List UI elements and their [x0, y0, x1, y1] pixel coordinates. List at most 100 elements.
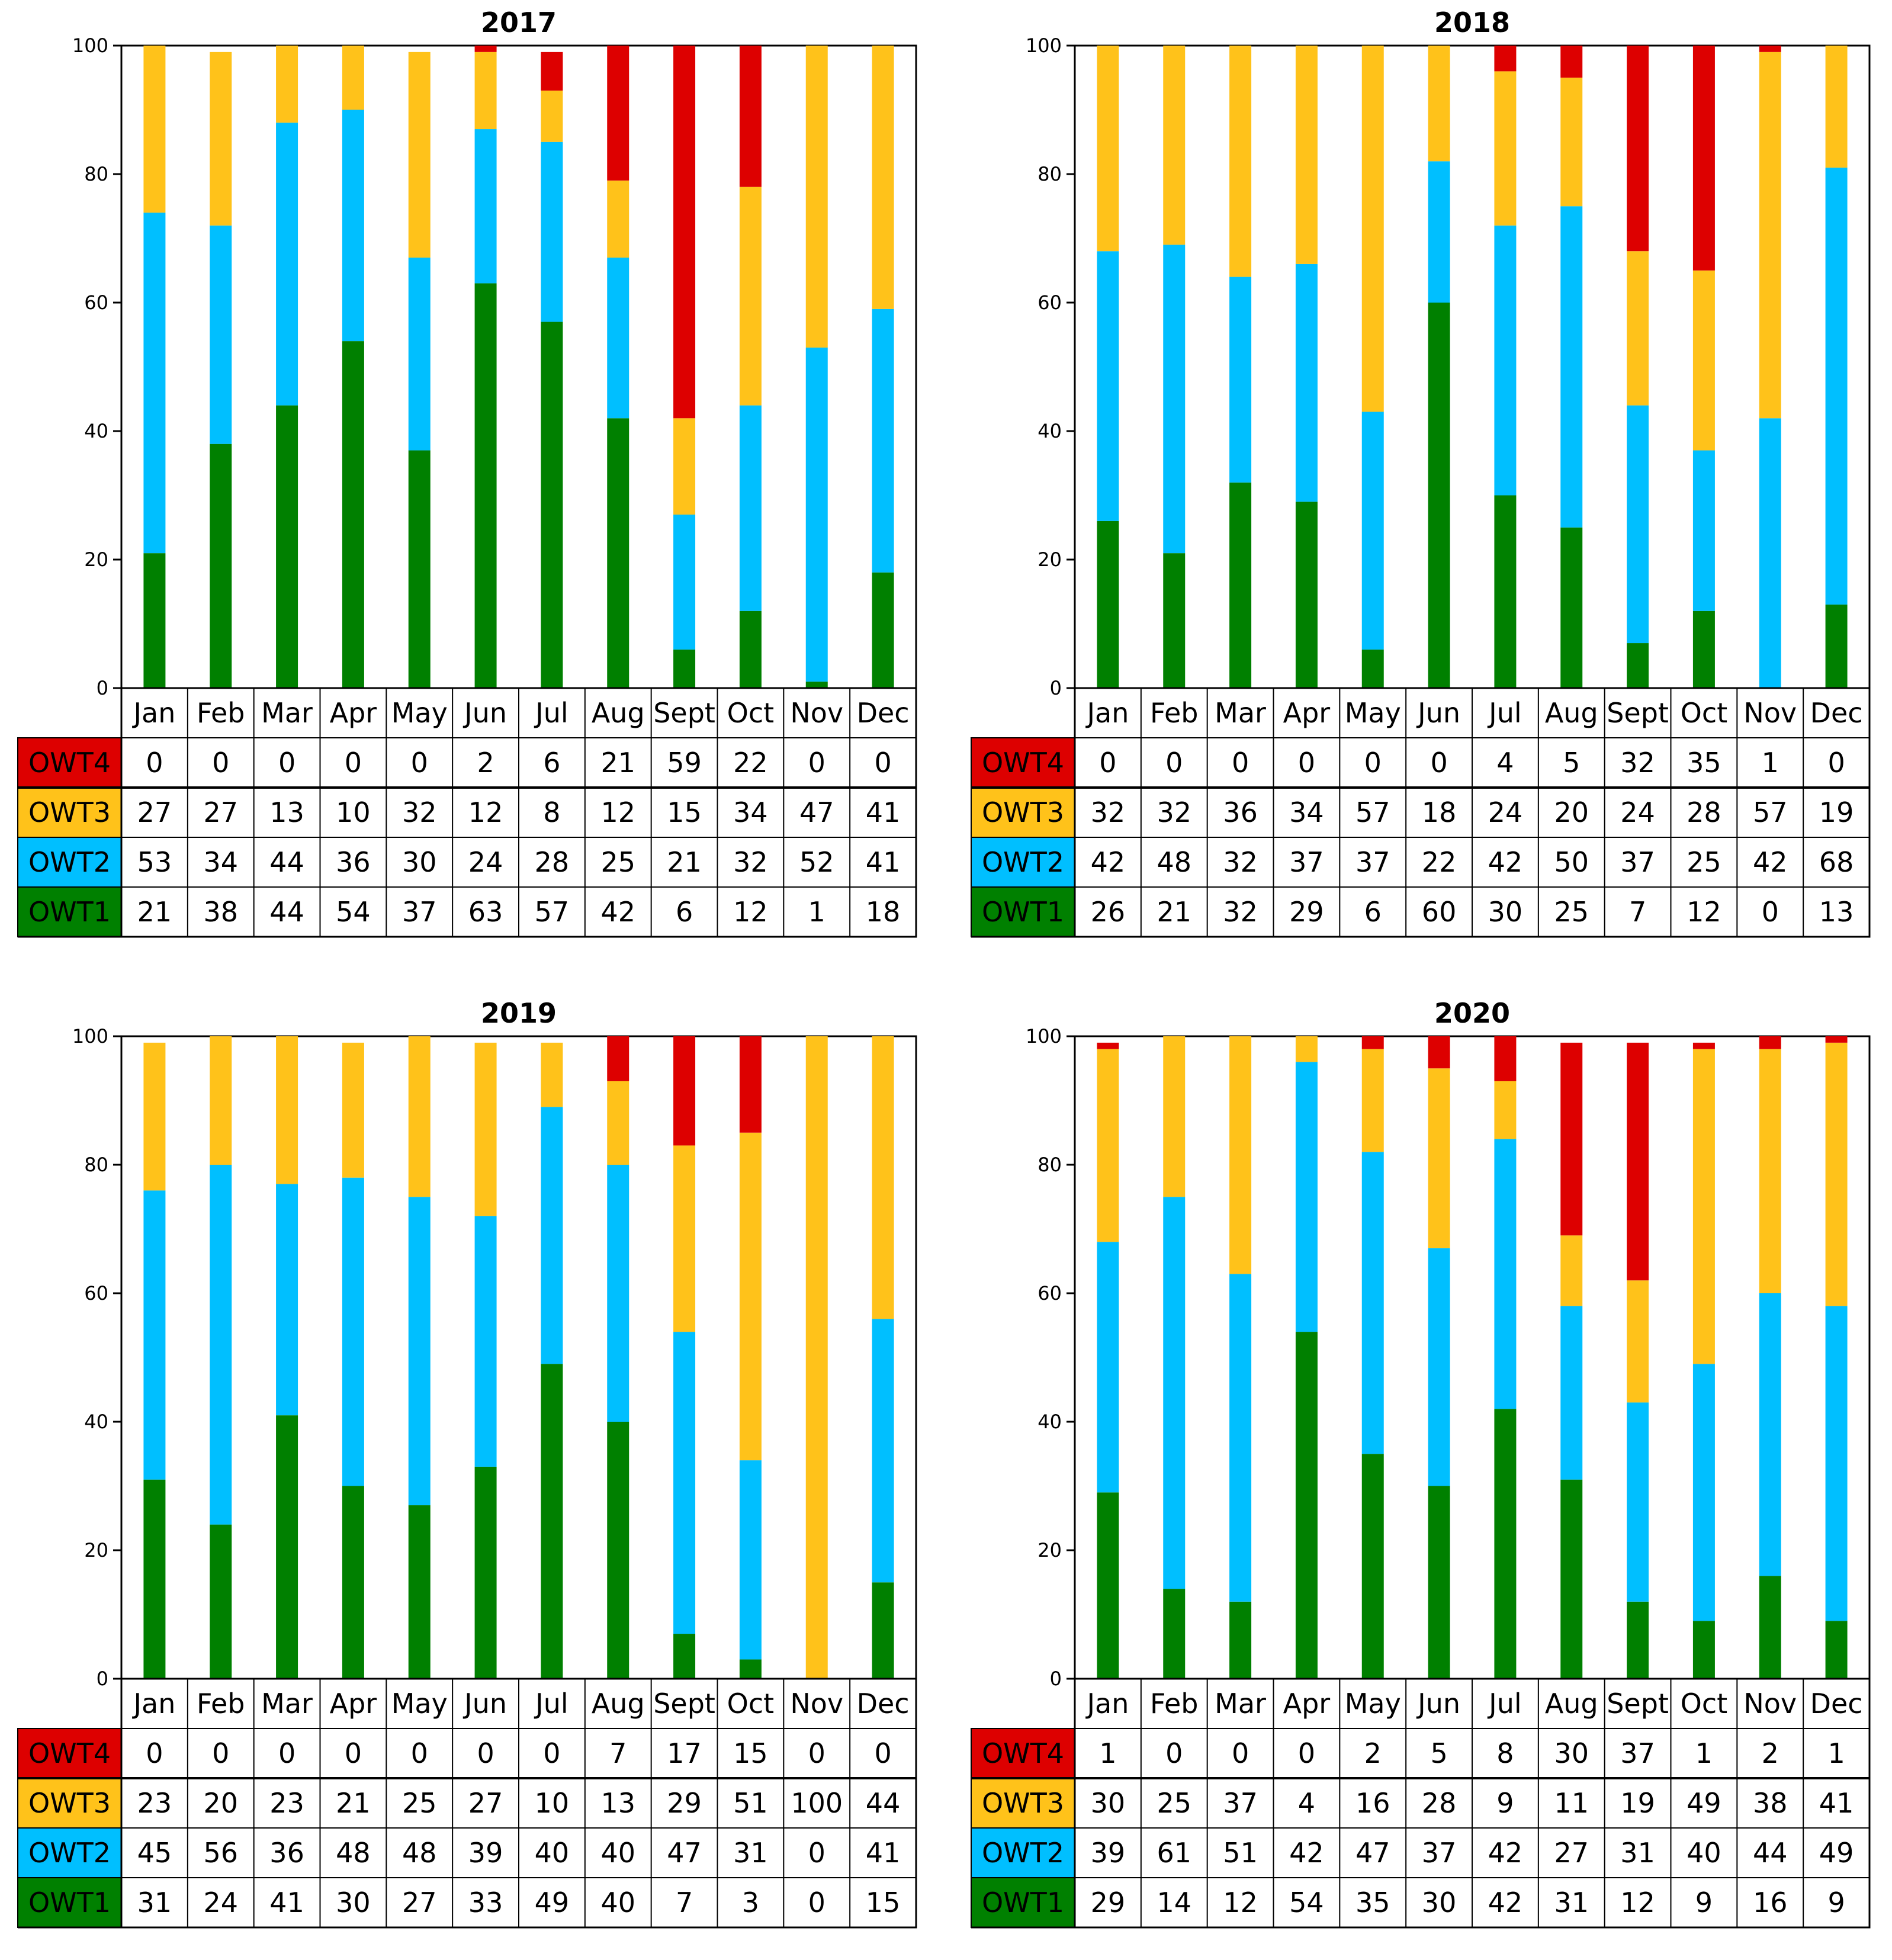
data-label-owt1: 30 [1488, 896, 1523, 928]
data-label-owt1: 7 [1629, 896, 1646, 928]
bar-owt2-jul [1494, 1139, 1517, 1409]
bar-owt2-jan [143, 213, 166, 554]
bar-owt3-feb [210, 52, 232, 226]
data-label-owt4: 0 [808, 747, 825, 779]
bar-owt2-mar [1229, 277, 1252, 483]
chart-title: 2018 [1434, 7, 1510, 38]
bar-owt4-oct [1692, 46, 1715, 271]
bar-owt1-mar [1229, 1601, 1252, 1679]
y-tick-label: 100 [72, 1025, 108, 1048]
bar-owt1-apr [1295, 1332, 1318, 1679]
bar-owt1-oct [739, 611, 762, 688]
data-label-owt4: 0 [212, 1737, 229, 1769]
data-label-owt3: 20 [1554, 796, 1589, 828]
data-label-owt4: 0 [543, 1737, 560, 1769]
data-label-owt1: 15 [866, 1887, 901, 1919]
bar-owt2-dec [1825, 1306, 1848, 1621]
data-label-owt2: 48 [1157, 846, 1191, 878]
data-label-owt3: 57 [1355, 796, 1390, 828]
bar-owt2-aug [1560, 206, 1583, 528]
data-label-owt4: 0 [1165, 1737, 1183, 1769]
data-label-owt4: 0 [345, 1737, 362, 1769]
category-label: Dec [1810, 1688, 1863, 1720]
data-label-owt2: 31 [733, 1837, 768, 1869]
bar-owt2-oct [1692, 1364, 1715, 1621]
bar-owt2-oct [1692, 450, 1715, 611]
data-label-owt2: 28 [535, 846, 570, 878]
row-label-owt4: OWT4 [982, 747, 1064, 779]
data-label-owt4: 7 [609, 1737, 627, 1769]
data-label-owt3: 24 [1488, 796, 1523, 828]
data-label-owt4: 15 [733, 1737, 768, 1769]
bar-owt3-mar [276, 1036, 298, 1184]
data-label-owt4: 5 [1563, 747, 1580, 779]
bar-owt1-aug [607, 418, 629, 688]
bar-owt3-aug [607, 180, 629, 258]
data-label-owt4: 0 [411, 1737, 428, 1769]
data-label-owt2: 40 [535, 1837, 570, 1869]
data-label-owt2: 40 [1687, 1837, 1721, 1869]
bar-owt3-sept [1627, 251, 1649, 406]
row-label-owt4: OWT4 [28, 1737, 111, 1769]
bar-owt1-feb [1163, 1589, 1186, 1679]
data-label-owt2: 48 [336, 1837, 371, 1869]
category-label: Nov [790, 1688, 843, 1720]
bar-owt1-nov [805, 682, 828, 688]
bar-owt2-jun [1428, 161, 1450, 303]
bar-owt1-feb [210, 1524, 232, 1679]
category-label: Aug [1545, 697, 1598, 729]
row-label-owt1: OWT1 [28, 896, 111, 928]
data-label-owt1: 1 [808, 896, 825, 928]
y-tick-label: 0 [97, 1667, 108, 1690]
y-tick-label: 40 [84, 1410, 108, 1433]
data-label-owt4: 0 [1430, 747, 1447, 779]
data-label-owt2: 31 [1620, 1837, 1655, 1869]
data-label-owt2: 50 [1554, 846, 1589, 878]
bar-owt3-mar [1229, 1036, 1252, 1274]
data-label-owt1: 12 [1223, 1887, 1258, 1919]
chart-title: 2017 [481, 7, 557, 38]
data-label-owt2: 56 [203, 1837, 238, 1869]
category-label: Jun [462, 697, 507, 729]
category-label: Feb [1150, 1688, 1198, 1720]
row-label-owt4: OWT4 [28, 747, 111, 779]
bar-owt3-jun [1428, 46, 1450, 162]
bar-owt4-oct [739, 1036, 762, 1133]
data-label-owt4: 5 [1430, 1737, 1447, 1769]
bar-owt1-mar [276, 1415, 298, 1679]
data-label-owt4: 1 [1762, 747, 1779, 779]
bar-owt3-sept [673, 1145, 696, 1332]
bar-owt3-apr [1295, 1036, 1318, 1062]
category-label: Sept [653, 697, 715, 729]
y-tick-label: 80 [84, 1153, 108, 1176]
category-label: Mar [1215, 697, 1266, 729]
row-label-owt3: OWT3 [982, 1787, 1064, 1819]
y-tick-label: 80 [84, 163, 108, 185]
data-label-owt3: 34 [733, 796, 768, 828]
data-label-owt2: 27 [1554, 1837, 1589, 1869]
category-label: Mar [261, 697, 313, 729]
y-tick-label: 60 [1037, 1282, 1062, 1304]
data-label-owt2: 32 [1223, 846, 1258, 878]
data-label-owt2: 37 [1355, 846, 1390, 878]
bar-owt3-may [408, 1036, 431, 1197]
bar-owt3-dec [1825, 46, 1848, 168]
data-label-owt4: 0 [411, 747, 428, 779]
bar-owt1-jun [1428, 1486, 1450, 1679]
bar-owt2-jul [541, 1107, 563, 1364]
bar-owt3-jan [1097, 46, 1119, 252]
bar-owt3-dec [872, 46, 894, 309]
data-label-owt2: 37 [1422, 1837, 1457, 1869]
bar-owt2-feb [1163, 245, 1186, 554]
data-label-owt3: 19 [1819, 796, 1854, 828]
category-label: Apr [330, 1688, 377, 1720]
bar-owt3-jul [541, 1042, 563, 1107]
data-label-owt3: 13 [269, 796, 304, 828]
data-label-owt1: 42 [1488, 1887, 1523, 1919]
data-label-owt2: 42 [1488, 846, 1523, 878]
data-label-owt1: 60 [1422, 896, 1457, 928]
data-label-owt1: 12 [1620, 1887, 1655, 1919]
category-label: Jun [462, 1688, 507, 1720]
bar-owt2-apr [342, 1177, 364, 1486]
category-label: Jan [131, 1688, 175, 1720]
